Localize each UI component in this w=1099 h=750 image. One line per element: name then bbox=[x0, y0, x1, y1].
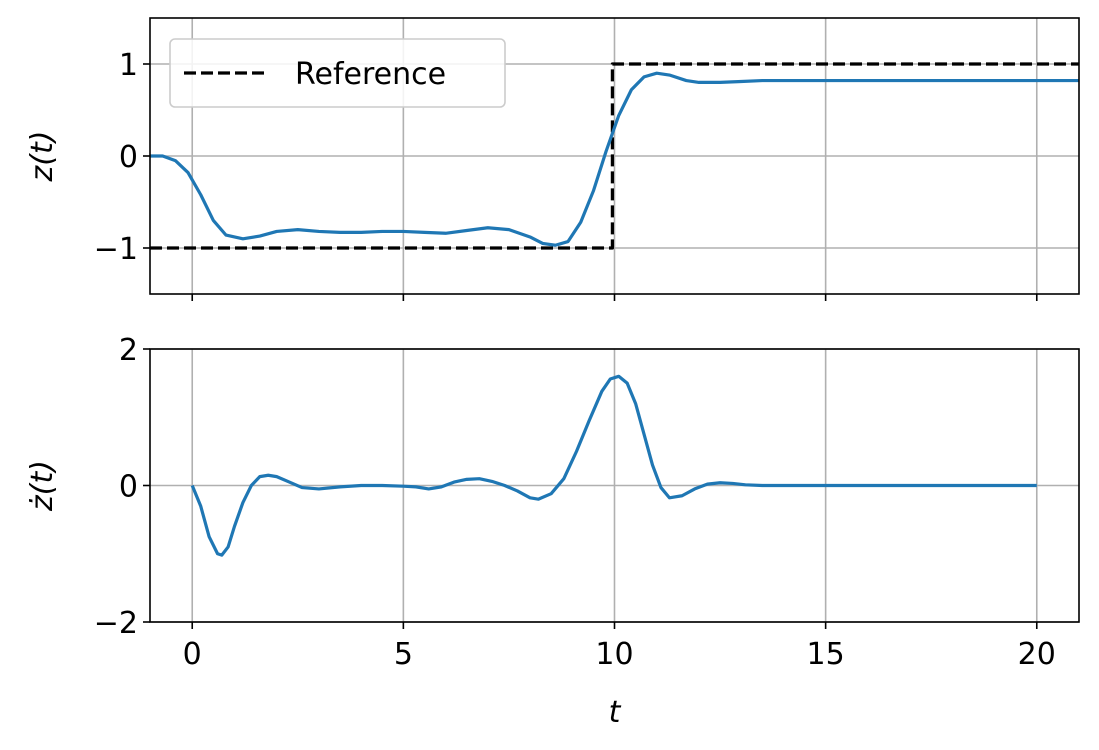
x-tick-label: 20 bbox=[1018, 637, 1056, 672]
x-axis-label: t bbox=[609, 695, 622, 730]
x-tick-label: 5 bbox=[394, 637, 413, 672]
y-tick-label: 1 bbox=[119, 48, 138, 83]
response-series-line bbox=[190, 374, 1037, 557]
x-tick-label: 15 bbox=[807, 637, 845, 672]
y-tick-label: −1 bbox=[94, 232, 138, 267]
bottom-subplot: 0 5 10 15 20 −2 0 2 ż(t) t bbox=[25, 333, 1080, 730]
y-tick-label: 0 bbox=[119, 470, 138, 505]
response-series-line bbox=[150, 71, 1079, 247]
top-subplot: −1 0 1 z(t) Reference bbox=[25, 17, 1080, 301]
legend-label-reference: Reference bbox=[295, 57, 446, 92]
x-tick-label: 0 bbox=[183, 637, 202, 672]
legend: Reference bbox=[169, 38, 506, 108]
y-axis-label: z(t) bbox=[25, 131, 60, 183]
y-tick-label: 0 bbox=[119, 140, 138, 175]
x-tick-label: 10 bbox=[595, 637, 633, 672]
reference-series-line bbox=[150, 62, 1079, 250]
y-tick-label: −2 bbox=[94, 606, 138, 641]
y-tick-label: 2 bbox=[119, 333, 138, 368]
legend-box bbox=[169, 38, 506, 108]
y-axis-label: ż(t) bbox=[25, 460, 60, 512]
